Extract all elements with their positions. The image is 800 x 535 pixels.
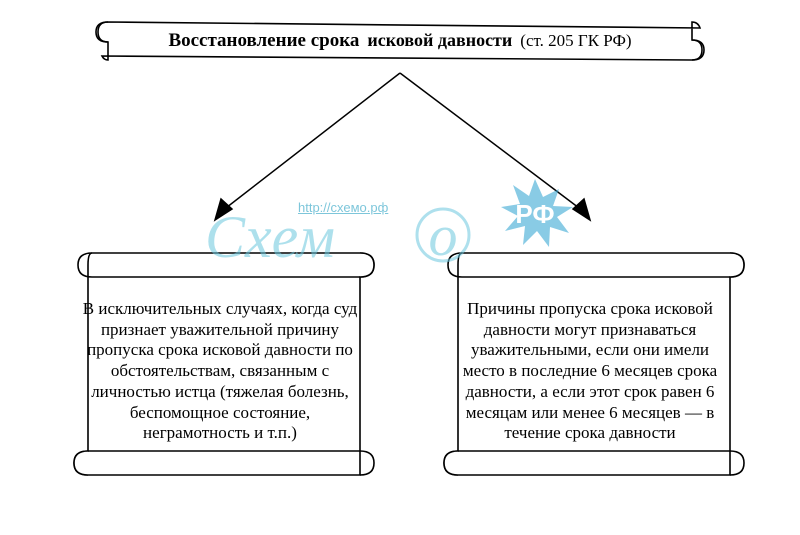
scroll-left-text: В исключительных случаях, когда суд приз… (82, 277, 358, 466)
scroll-right: Причины пропуска срока исковой давности … (430, 225, 750, 510)
banner-title-rest: исковой давности (367, 30, 512, 50)
scroll-right-text: Причины пропуска срока исковой давности … (452, 277, 728, 466)
banner-ref: (ст. 205 ГК РФ) (520, 31, 631, 50)
scroll-left: В исключительных случаях, когда суд приз… (60, 225, 380, 510)
title-banner: Восстановление срока исковой давности (с… (90, 12, 710, 70)
watermark-url: http://схемо.рф (298, 200, 388, 215)
banner-title-bold: Восстановление срока (168, 30, 359, 51)
connector-arrows (0, 65, 800, 230)
